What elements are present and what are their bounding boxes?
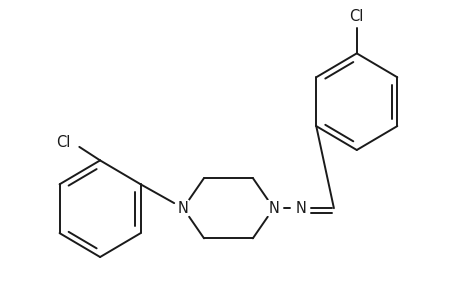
Text: N: N	[178, 201, 188, 216]
Text: N: N	[295, 201, 305, 216]
Text: Cl: Cl	[349, 10, 363, 25]
Text: Cl: Cl	[56, 135, 71, 150]
Text: N: N	[268, 201, 279, 216]
